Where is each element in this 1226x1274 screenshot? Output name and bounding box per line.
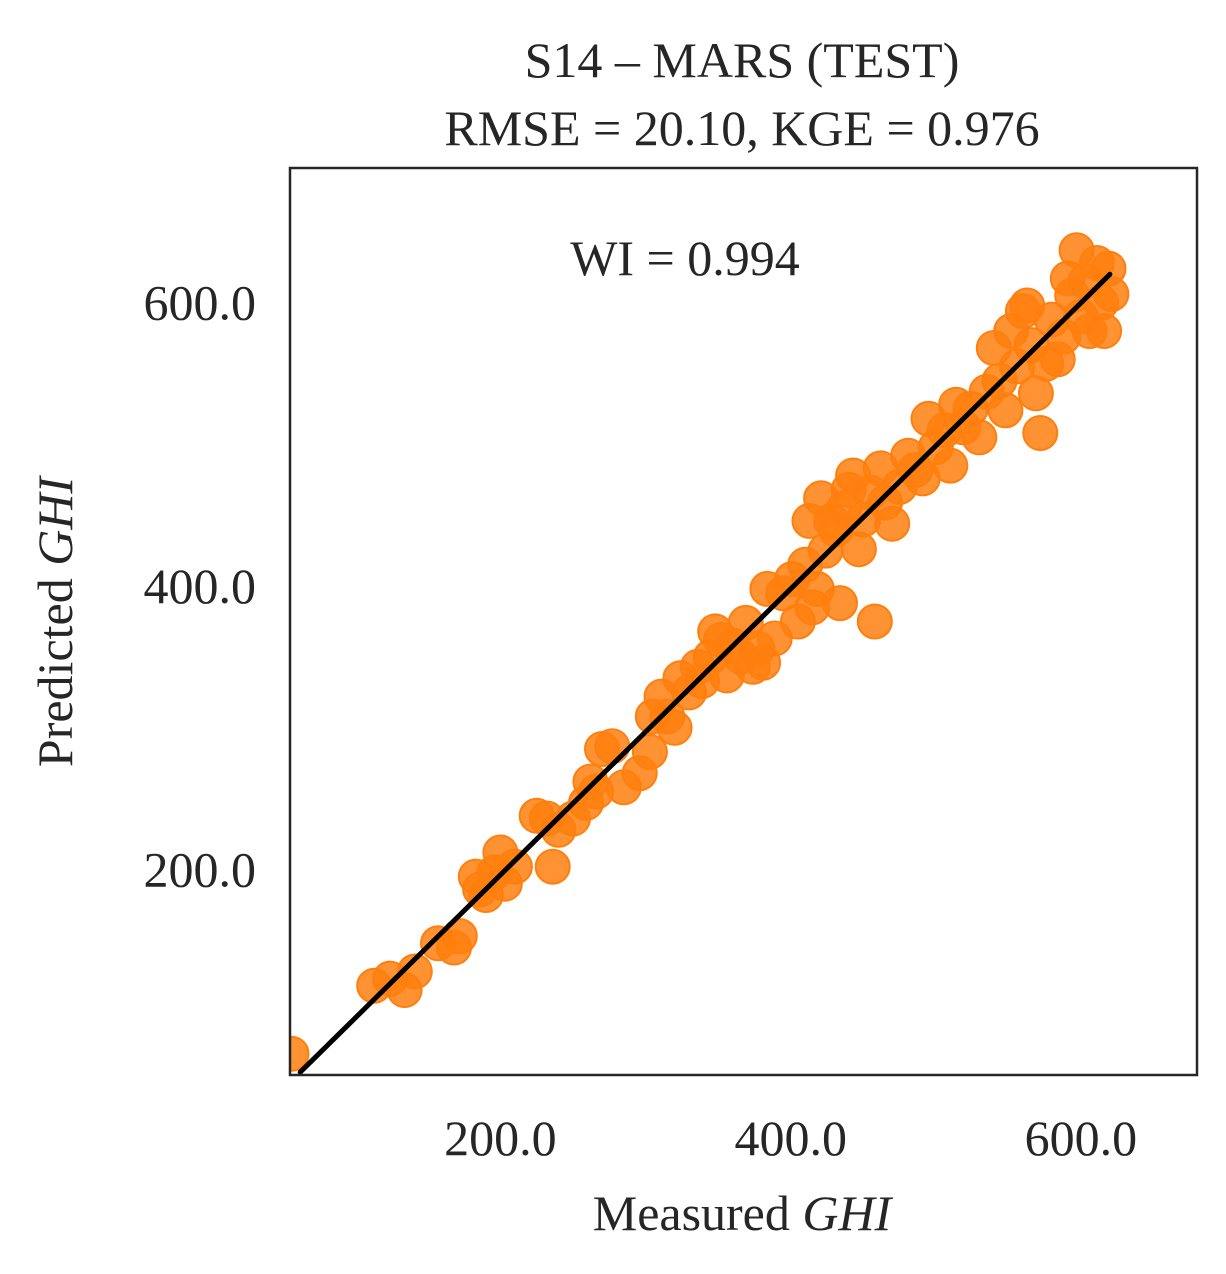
- y-axis-label-variable: GHI: [27, 475, 83, 566]
- y-axis-label-prefix: Predicted: [27, 566, 83, 767]
- fit-line: [297, 271, 1113, 1075]
- data-point: [290, 1035, 310, 1072]
- data-point: [1022, 415, 1059, 451]
- data-point: [534, 848, 571, 885]
- chart-title-line1: S14 – MARS (TEST): [525, 32, 960, 88]
- data-point: [656, 709, 693, 746]
- y-axis-label: Predicted GHI: [27, 475, 83, 768]
- y-tick-label: 200.0: [144, 842, 257, 898]
- data-point: [932, 447, 969, 484]
- fit-line-layer: [297, 271, 1113, 1075]
- data-point: [1086, 313, 1123, 349]
- plot-frame: [288, 166, 1199, 1077]
- y-tick-label: 600.0: [144, 275, 257, 331]
- data-point: [1093, 276, 1130, 313]
- data-point: [631, 733, 668, 770]
- data-point: [856, 603, 893, 640]
- x-axis-label-prefix: Measured: [593, 1185, 803, 1241]
- data-point: [396, 953, 433, 990]
- y-tick-label: 400.0: [144, 558, 257, 614]
- chart-title-line2: RMSE = 20.10, KGE = 0.976: [444, 100, 1039, 156]
- x-axis-ticks: 200.0 400.0 600.0: [444, 1110, 1137, 1166]
- data-point: [496, 848, 533, 885]
- data-point: [961, 419, 998, 456]
- x-tick-label: 200.0: [444, 1110, 557, 1166]
- x-tick-label: 400.0: [734, 1110, 847, 1166]
- x-tick-label: 600.0: [1025, 1110, 1138, 1166]
- plot-area: [288, 166, 1199, 1077]
- y-axis-ticks: 200.0 400.0 600.0: [144, 275, 257, 898]
- data-point: [874, 505, 911, 542]
- data-point: [822, 585, 858, 622]
- data-point: [441, 918, 478, 955]
- x-axis-label: Measured GHI: [593, 1185, 894, 1241]
- x-axis-label-variable: GHI: [802, 1185, 893, 1241]
- data-points: [290, 232, 1130, 1072]
- data-point: [987, 392, 1024, 429]
- data-point: [594, 728, 631, 765]
- wi-annotation: WI = 0.994: [570, 230, 800, 286]
- data-point: [840, 531, 877, 568]
